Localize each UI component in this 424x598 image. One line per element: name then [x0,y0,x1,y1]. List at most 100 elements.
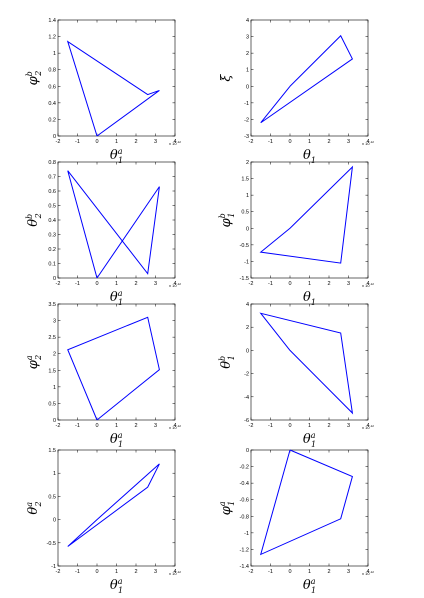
x-tick-label: 1 [308,569,311,575]
y-tick-label: -4 [244,395,249,401]
series-line-1 [67,463,160,547]
y-axis-label: θb2 [25,213,43,227]
y-tick-label: -0.2 [240,465,249,471]
y-axis-label-sup: b [25,214,34,219]
y-tick-label: 1.4 [48,18,56,24]
y-axis-label-base: φ [219,505,234,515]
x-exponent-base: x 10 [169,283,177,288]
y-tick-label: -0.4 [240,481,249,487]
x-axis-label-sub: 1 [118,298,123,307]
y-tick-label: 0.3 [48,233,56,239]
x-exponent-label: x 10-12 [169,570,181,576]
y-axis-label-sup: a [218,501,227,506]
y-tick-label: 1 [53,51,56,57]
y-axis-label-sub: 1 [227,213,236,218]
y-tick-label: 0.4 [48,101,56,107]
x-tick-label: -1 [75,281,80,287]
y-tick-label: -3 [244,134,249,140]
x-exponent-label: x 10-12 [169,424,181,430]
x-tick-label: 4 [173,423,176,429]
y-tick-label: 4 [246,302,249,308]
x-exponent-label: x 10-12 [362,424,374,430]
x-tick-label: -1 [75,569,80,575]
y-tick-label: 0 [246,84,249,90]
x-axis-label-base: θ [303,290,311,305]
x-tick-label: 4 [366,139,369,145]
y-tick-label: -2 [244,117,249,123]
x-tick-label: 1 [115,139,118,145]
x-tick-label: 1 [115,569,118,575]
y-tick-label: 1 [246,193,249,199]
x-exponent-label: x 10-12 [169,282,181,288]
x-axis-label-base: θ [303,578,311,593]
x-tick-label: -1 [268,569,273,575]
x-tick-label: 4 [173,569,176,575]
plot-frame [250,449,369,567]
x-exponent-power: -12 [370,424,375,428]
x-tick-label: 0 [95,281,98,287]
x-tick-label: 2 [134,423,137,429]
x-tick-label: 1 [308,423,311,429]
y-axis-label-sup: a [25,355,34,360]
x-tick-label: -2 [249,569,254,575]
y-axis-label-base: φ [26,75,41,85]
x-tick-label: 1 [115,281,118,287]
y-tick-label: -6 [244,418,249,424]
x-axis-label-base: θ [110,290,118,305]
x-axis-label-base: θ [303,432,311,447]
x-exponent-power: -12 [177,424,182,428]
y-tick-label: 0.4 [48,218,56,224]
y-tick-label: -0.6 [240,498,249,504]
x-axis-label: θ1 [303,290,316,307]
x-exponent-base: x 10 [362,141,370,146]
y-axis-label: φa1 [218,501,236,515]
x-exponent-power: -12 [370,570,375,574]
y-axis-label-sub: 2 [34,71,43,77]
y-axis-label-sup: b [218,356,227,361]
x-axis-label: θa 1 [110,147,123,165]
x-exponent-power: -12 [177,282,182,286]
y-tick-label: -0.5 [47,541,56,547]
x-tick-label: 0 [95,569,98,575]
x-exponent-label: x 10-12 [362,282,374,288]
x-exponent-power: -12 [177,570,182,574]
x-tick-label: 1 [115,423,118,429]
x-tick-label: 4 [366,423,369,429]
x-exponent-power: -12 [177,140,182,144]
y-axis-label-sub: 2 [34,355,43,361]
x-tick-label: 3 [154,569,157,575]
x-tick-label: 3 [347,139,350,145]
y-tick-label: 0.8 [48,160,56,166]
x-exponent-label: x 10-12 [169,140,181,146]
x-axis-label-base: θ [110,578,118,593]
y-axis-label-base: φ [219,217,234,227]
x-axis-label: θa 1 [303,431,316,449]
x-tick-label: 3 [154,423,157,429]
y-tick-label: 0.6 [48,189,56,195]
y-tick-label: 0.5 [48,204,56,210]
y-tick-label: 4 [246,18,249,24]
series-line-1 [67,316,160,421]
y-axis-label: φb1 [218,213,236,228]
y-axis-label: φa2 [25,355,43,369]
x-tick-label: 0 [288,423,291,429]
y-tick-label: 3.5 [48,302,56,308]
y-tick-label: 1.2 [48,35,56,41]
x-tick-label: 4 [173,139,176,145]
y-axis-label: θa2 [25,501,43,514]
x-tick-label: -2 [56,423,61,429]
y-axis-label-sup: a [25,502,34,507]
x-exponent-power: -12 [370,140,375,144]
x-axis-label-sub: 1 [311,298,316,307]
y-tick-label: 0.5 [48,494,56,500]
y-tick-label: 2 [53,352,56,358]
y-tick-label: 2 [246,51,249,57]
y-tick-label: -1.5 [240,276,249,282]
y-tick-label: 1.5 [48,448,56,454]
x-axis-label-sub: 1 [311,156,316,165]
y-axis-label-base: φ [26,359,41,369]
